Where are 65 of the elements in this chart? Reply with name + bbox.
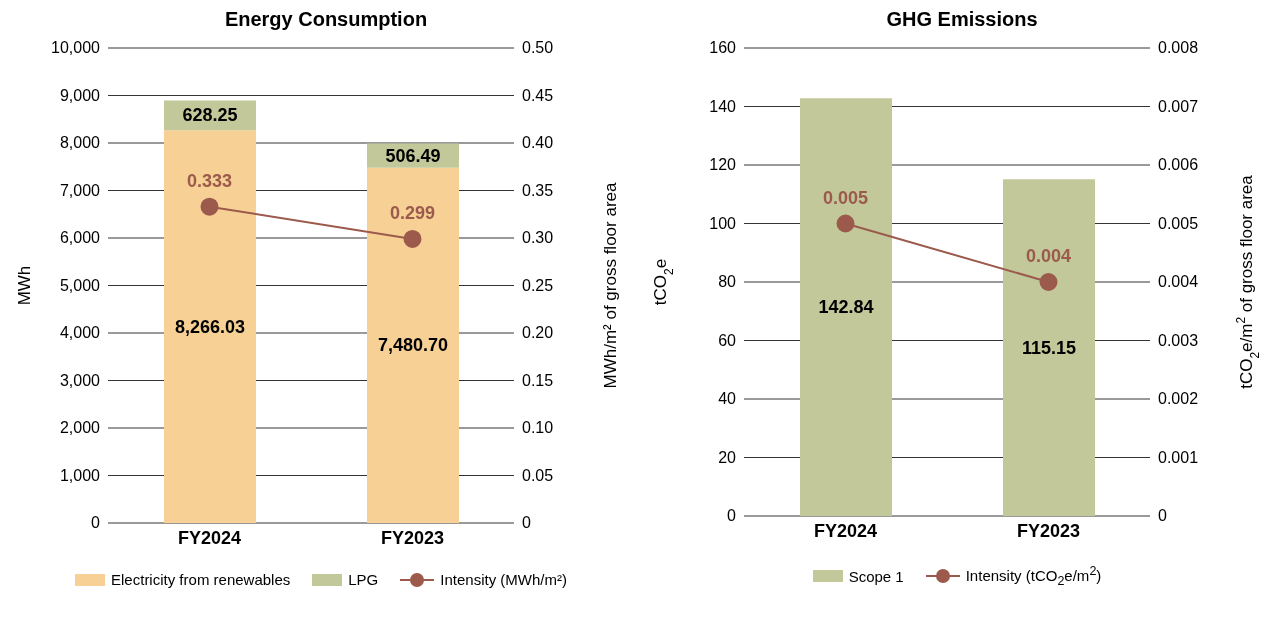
- y2-tick-label: 0.004: [1158, 273, 1199, 290]
- y-tick-label: 20: [718, 448, 737, 466]
- legend-label: LPG: [348, 571, 379, 588]
- data-label: 7,480.70: [377, 335, 449, 356]
- x-tick-label: FY2023: [380, 527, 445, 548]
- data-label: 628.25: [182, 105, 238, 126]
- y-tick-label: 4,000: [59, 324, 101, 341]
- y-tick-label: 8,000: [59, 134, 101, 151]
- data-label: 0.299: [389, 202, 436, 223]
- y2-axis-title: MWh/m² of gross floor area: [601, 181, 620, 389]
- legend-label: Intensity (tCO$_{2}$e/m$^{2}$): [965, 564, 1102, 588]
- y2-tick-label: 0.30: [522, 229, 554, 246]
- bar: [367, 167, 459, 523]
- legend-label: Electricity from renewables: [111, 571, 291, 588]
- y-axis-title: MWh: [15, 265, 34, 306]
- chart-title: GHG Emissions: [885, 8, 1039, 32]
- data-label: 8,266.03: [174, 316, 246, 337]
- y-tick-label: 60: [718, 331, 737, 349]
- y-tick-label: 3,000: [59, 371, 101, 389]
- data-label: 115.15: [1021, 337, 1077, 358]
- y-tick-label: 40: [718, 390, 737, 407]
- y2-tick-label: 0.35: [522, 181, 554, 199]
- data-label: 0.333: [186, 170, 233, 191]
- y2-tick-label: 0.50: [522, 39, 554, 56]
- y-tick-label: 80: [718, 273, 737, 290]
- y-tick-label: 100: [709, 214, 737, 232]
- y-tick-label: 2,000: [59, 419, 101, 436]
- y-tick-label: 120: [709, 156, 737, 173]
- y2-tick-label: 0.006: [1158, 156, 1199, 173]
- y-tick-label: 7,000: [59, 181, 101, 199]
- y-tick-label: 0: [91, 514, 101, 531]
- x-tick-label: FY2023: [1016, 520, 1081, 541]
- chart-title: Energy Consumption: [223, 8, 429, 32]
- y-tick-label: 160: [709, 39, 737, 56]
- x-tick-label: FY2024: [813, 520, 878, 541]
- data-label: 0.004: [1025, 246, 1072, 266]
- y-tick-label: 10,000: [51, 39, 101, 56]
- y2-tick-label: 0.005: [1158, 214, 1199, 232]
- legend-label: Intensity (MWh/m²): [440, 571, 567, 588]
- y2-tick-label: 0.05: [522, 466, 554, 484]
- legend-label: Scope 1: [848, 567, 904, 585]
- y2-tick-label: 0.15: [522, 371, 554, 389]
- y2-tick-label: 0: [522, 514, 531, 531]
- y-tick-label: 140: [709, 97, 737, 115]
- y2-tick-label: 0: [1158, 507, 1167, 524]
- x-tick-label: FY2024: [177, 527, 242, 548]
- y2-tick-label: 0.45: [522, 86, 554, 104]
- y-tick-label: 6,000: [59, 229, 101, 246]
- y2-tick-label: 0.40: [522, 134, 554, 151]
- data-label: 0.005: [822, 187, 869, 208]
- data-label: 506.49: [385, 145, 441, 166]
- y2-tick-label: 0.002: [1158, 390, 1199, 407]
- y2-tick-label: 0.001: [1158, 448, 1199, 466]
- y2-tick-label: 0.10: [522, 419, 554, 436]
- y2-tick-label: 0.008: [1158, 39, 1199, 56]
- y-tick-label: 1,000: [59, 466, 101, 484]
- y2-tick-label: 0.003: [1158, 331, 1199, 349]
- bar: [164, 130, 256, 523]
- y-tick-label: 0: [727, 507, 737, 524]
- y2-tick-label: 0.25: [522, 276, 554, 294]
- y-tick-label: 9,000: [59, 86, 101, 104]
- y-tick-label: 5,000: [59, 276, 101, 294]
- y2-tick-label: 0.20: [522, 324, 554, 341]
- y2-tick-label: 0.007: [1158, 97, 1199, 115]
- data-label: 142.84: [818, 297, 874, 318]
